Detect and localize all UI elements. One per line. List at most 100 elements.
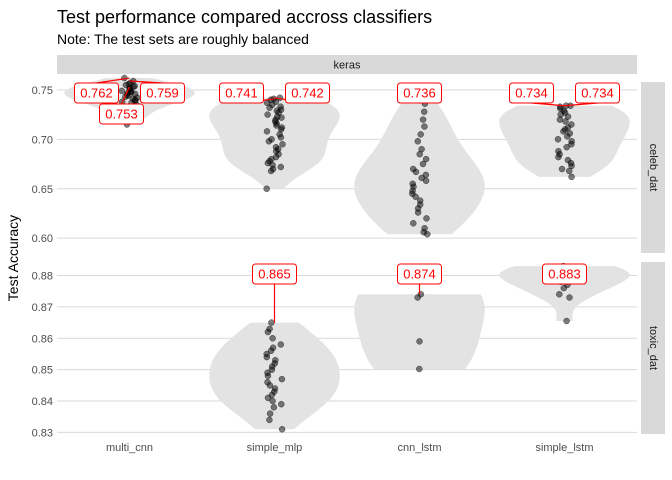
data-point [269, 397, 276, 405]
data-point [414, 209, 422, 216]
facet-strip-top-label: keras [334, 60, 361, 72]
x-tick-label-multi_cnn: multi_cnn [106, 442, 153, 454]
panels: 0.60 0.65 0.70 0.75 celeb_dat 0.762 0.759 0.753… [32, 74, 665, 454]
chart-title: Test performance compared accross classi… [57, 7, 432, 27]
value-label: 0.742 [291, 86, 324, 101]
data-point [419, 160, 427, 168]
data-point [556, 116, 564, 123]
data-point [566, 294, 573, 301]
data-point [416, 365, 423, 373]
value-label: 0.874 [403, 267, 436, 282]
data-point [265, 138, 273, 145]
x-tick-label-simple_mlp: simple_mlp [247, 442, 303, 454]
data-point [270, 404, 278, 411]
x-tick-label-simple_lstm: simple_lstm [535, 442, 593, 454]
y-tick-label: 0.88 [32, 270, 53, 282]
facet-strip-right-label: toxic_dat [647, 326, 659, 370]
data-point [556, 291, 563, 298]
data-point [277, 163, 285, 171]
data-point [554, 136, 562, 143]
value-label: 0.753 [105, 106, 138, 121]
panel-toxic_dat: 0.83 0.84 0.85 0.86 0.87 0.88 toxic_dat 0.865 0.… [32, 262, 665, 439]
value-label: 0.883 [548, 267, 581, 282]
facet-strip-right [641, 82, 665, 253]
y-tick-label: 0.65 [32, 184, 53, 196]
data-point [422, 155, 430, 163]
y-tick-label: 0.75 [32, 85, 53, 97]
data-point [416, 338, 423, 345]
data-point [118, 87, 126, 95]
data-point [266, 382, 274, 389]
data-point [563, 143, 570, 151]
data-point [423, 215, 430, 222]
value-label-box [140, 82, 185, 104]
violin-simple_mlp [209, 97, 340, 189]
data-point [266, 410, 274, 417]
value-label-box [509, 82, 554, 104]
data-point [563, 317, 570, 325]
data-point [417, 131, 424, 138]
data-point [412, 193, 419, 200]
data-point [565, 167, 573, 175]
value-label-box [397, 82, 442, 104]
y-tick-label: 0.70 [32, 134, 53, 146]
data-point [267, 167, 275, 175]
value-label: 0.734 [581, 86, 614, 101]
value-label: 0.741 [225, 86, 258, 101]
violin-cnn_lstm [354, 294, 485, 369]
data-point [420, 108, 428, 115]
data-point [269, 335, 276, 342]
y-tick-label: 0.87 [32, 302, 53, 314]
facet-strip-top [57, 55, 637, 74]
data-point [414, 294, 421, 301]
y-tick-label: 0.86 [32, 333, 53, 345]
data-point [264, 394, 272, 402]
value-label: 0.865 [258, 267, 291, 282]
data-point [412, 168, 420, 176]
facet-strip-right [641, 262, 665, 434]
y-tick-label: 0.60 [32, 233, 53, 245]
data-point [419, 116, 427, 123]
value-label: 0.762 [80, 86, 113, 101]
data-point [263, 185, 270, 193]
value-label-box [74, 82, 119, 104]
data-point [266, 104, 273, 111]
violin-simple_lstm [499, 266, 630, 321]
y-tick-label: 0.84 [32, 396, 53, 408]
x-tick-label-cnn_lstm: cnn_lstm [397, 442, 441, 454]
label-leader-line [120, 86, 131, 105]
facet-strip-right-label: celeb_dat [647, 144, 659, 192]
data-point [560, 128, 567, 135]
y-tick-label: 0.83 [32, 427, 53, 439]
value-label-box [575, 82, 620, 104]
data-point [278, 375, 286, 383]
data-point [278, 426, 286, 433]
label-leader-line [96, 77, 130, 84]
data-point [268, 366, 276, 373]
data-point [279, 141, 286, 148]
data-point [560, 284, 568, 292]
data-point [562, 118, 569, 125]
y-tick-label: 0.85 [32, 365, 53, 377]
data-point [267, 347, 275, 355]
data-point [278, 400, 285, 408]
panel-celeb_dat: 0.60 0.65 0.70 0.75 celeb_dat 0.762 0.759 0.753… [32, 74, 665, 253]
data-point [422, 177, 430, 185]
value-label: 0.736 [403, 86, 436, 101]
value-label-box [542, 263, 587, 285]
y-axis-title: Test Accuracy [5, 215, 21, 301]
data-point [416, 150, 423, 158]
data-point [564, 133, 571, 140]
data-point [264, 372, 272, 380]
data-point [414, 138, 422, 145]
data-point [558, 165, 566, 173]
data-point [277, 341, 285, 348]
value-label-box [285, 82, 330, 104]
data-point [278, 114, 285, 121]
data-point [410, 220, 417, 227]
data-point [268, 319, 275, 326]
violin-simple_mlp [209, 322, 340, 430]
value-label-box [219, 82, 264, 104]
violin-simple_lstm [499, 105, 630, 177]
